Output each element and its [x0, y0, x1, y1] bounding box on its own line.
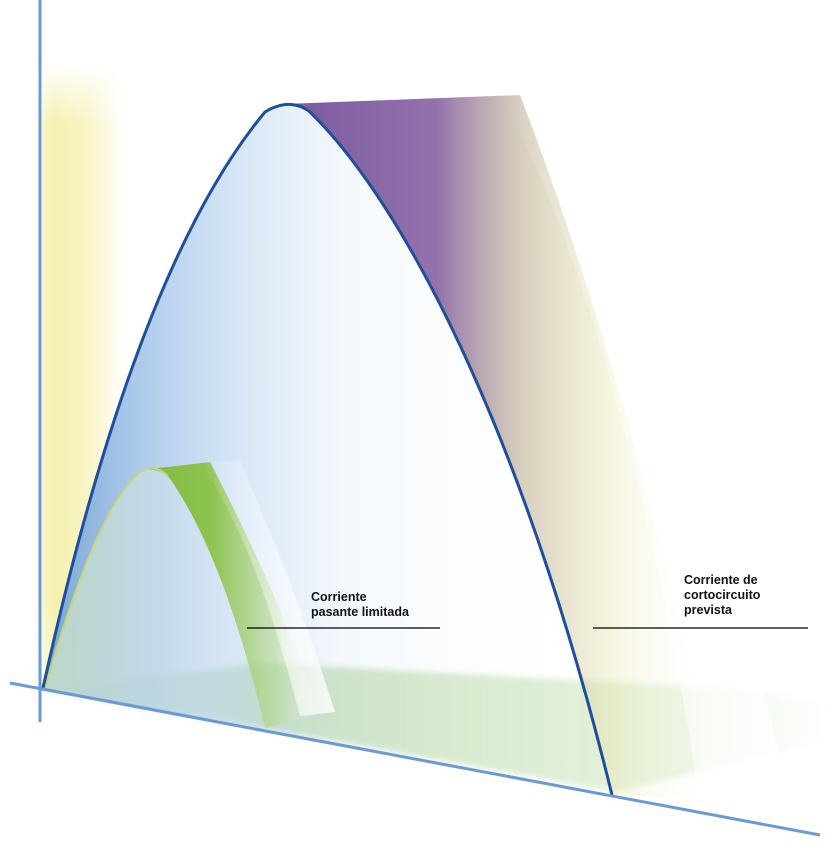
limited-current-label-line2: pasante limitada [311, 605, 409, 619]
x-axis [9, 681, 821, 837]
limited-current-curve [44, 467, 169, 689]
prospective-current-curve [41, 103, 614, 796]
prospective-current-label-line2: cortocircuito [684, 588, 761, 602]
limited-current-label: Corriente pasante limitada [311, 590, 409, 620]
y-axis-band [30, 60, 140, 700]
prospective-current-label: Corriente de cortocircuito prevista [684, 573, 760, 618]
prospective-current-label-line1: Corriente de [684, 573, 758, 587]
prospective-current-label-line3: prevista [684, 603, 732, 617]
limited-current-band [142, 462, 320, 728]
limited-current-label-line1: Corriente [311, 590, 367, 604]
prospective-current-band [285, 95, 720, 800]
